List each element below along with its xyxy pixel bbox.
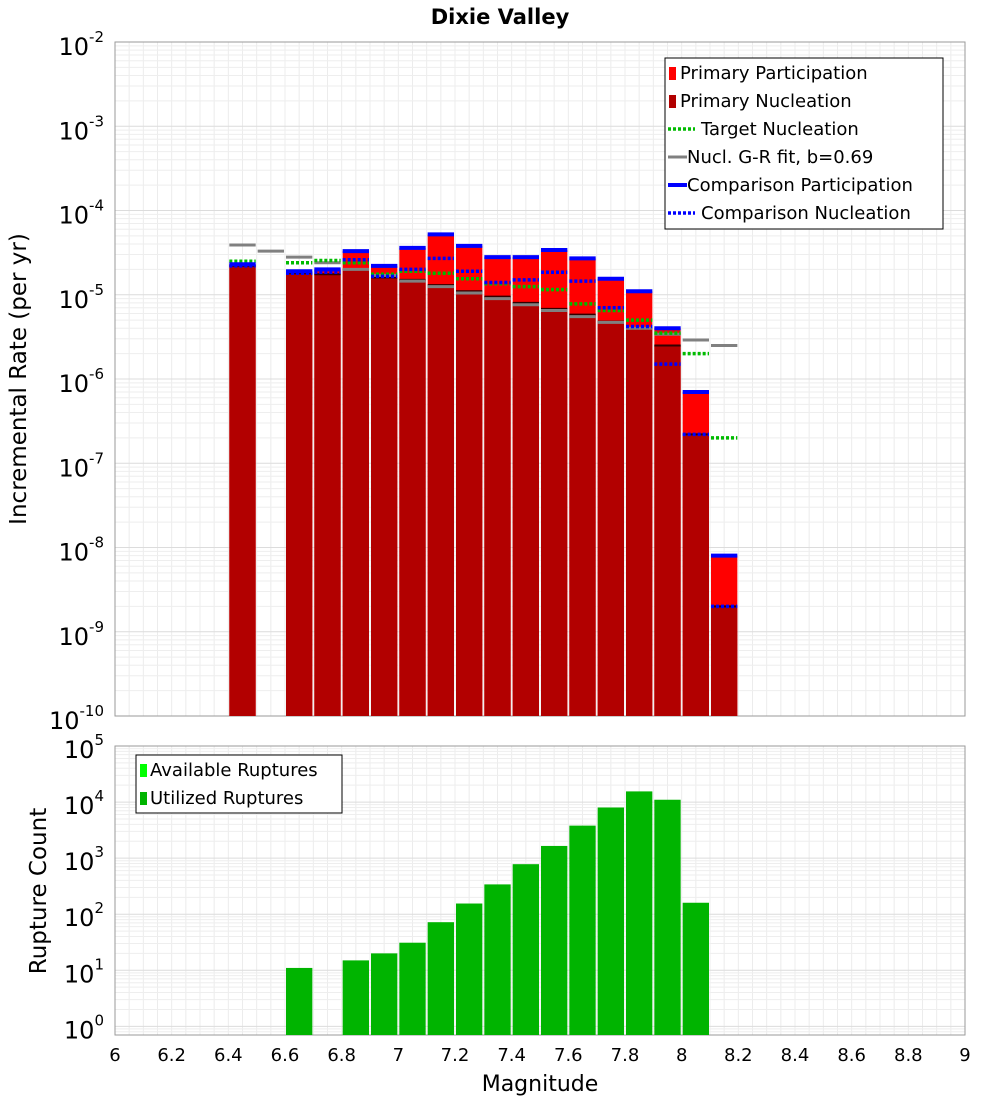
nucleation-bar: [512, 302, 539, 716]
legend-label: Target Nucleation: [700, 119, 859, 140]
rupture-bar: [456, 903, 483, 1035]
nucleation-bar: [484, 296, 511, 716]
x-tick-label: 7.4: [497, 1045, 526, 1066]
x-tick-label: 6.2: [157, 1045, 186, 1066]
rupture-bar: [427, 922, 454, 1035]
x-tick-label: 6.4: [214, 1045, 243, 1066]
rate-bars: [229, 234, 738, 717]
legend-label: Comparison Nucleation: [701, 203, 911, 224]
legend-swatch: [669, 67, 676, 80]
comparison-nucleation-series: [229, 256, 738, 609]
plot-frame: [114, 745, 966, 1036]
y-tick-label: 103: [64, 843, 104, 876]
target-nucleation-series: [229, 258, 738, 440]
y-tick-label: 10-2: [58, 28, 104, 61]
legend-label: Utilized Ruptures: [150, 788, 303, 809]
legend-label: Nucl. G-R fit, b=0.69: [687, 147, 873, 168]
x-tick-label: 7: [393, 1045, 404, 1066]
rupture-bar: [597, 807, 624, 1035]
x-tick-label: 8.6: [837, 1045, 866, 1066]
rupture-bar: [484, 884, 511, 1035]
y-tick-label: 101: [64, 955, 104, 988]
rupture-bar: [569, 825, 596, 1035]
x-tick-label: 8.8: [894, 1045, 923, 1066]
rupture-bar: [399, 942, 426, 1035]
nucleation-bar: [597, 321, 624, 716]
x-tick-label: 7.8: [611, 1045, 640, 1066]
y-axis-label: Incremental Rate (per yr): [6, 233, 32, 525]
y-tick-label: 10-10: [49, 702, 104, 735]
legend-label: Primary Nucleation: [680, 91, 852, 112]
x-tick-label: 7.6: [554, 1045, 583, 1066]
nucleation-bar: [399, 279, 426, 716]
rupture-bar: [682, 902, 709, 1035]
rupture-legend: Available Ruptures Utilized Ruptures: [135, 754, 343, 814]
y-tick-label: 100: [64, 1011, 104, 1044]
legend-label: Primary Participation: [680, 63, 868, 84]
y-tick-label: 10-6: [58, 365, 104, 398]
nucleation-bar: [456, 291, 483, 716]
rupture-bar: [371, 953, 398, 1035]
y-tick-label: 10-3: [58, 112, 104, 145]
y-tick-label: 102: [64, 899, 104, 932]
nucleation-bar: [342, 269, 369, 716]
nucleation-bar: [427, 285, 454, 716]
x-tick-label: 8.2: [724, 1045, 753, 1066]
plot-frame: [114, 41, 966, 717]
legend-label: Available Ruptures: [150, 760, 318, 781]
y-tick-label: 105: [64, 731, 104, 764]
rupture-bar: [512, 864, 539, 1035]
x-tick-label: 8: [676, 1045, 687, 1066]
nucleation-bar: [371, 277, 398, 716]
y-tick-label: 10-5: [58, 281, 104, 314]
nucleation-bar: [711, 606, 738, 716]
x-axis-label: Magnitude: [482, 1072, 599, 1097]
x-tick-label: 6.6: [271, 1045, 300, 1066]
x-tick-label: 8.4: [781, 1045, 810, 1066]
rupture-bar: [286, 967, 313, 1035]
legend-box: [664, 57, 944, 230]
rupture-bar: [541, 845, 568, 1035]
rupture-bars: [286, 791, 709, 1035]
rate-legend: Primary Participation Primary Nucleation T…: [664, 57, 944, 230]
x-tick-label: 6.8: [327, 1045, 356, 1066]
x-tick-label: 7.2: [441, 1045, 470, 1066]
nucleation-bar: [682, 434, 709, 716]
nucleation-bar: [314, 274, 341, 716]
y-tick-label: 10-4: [58, 197, 104, 230]
y-tick-label: 10-9: [58, 618, 104, 651]
top-plot-grid: [114, 41, 966, 717]
nucleation-bar: [654, 345, 681, 716]
y-tick-label: 10-7: [58, 449, 104, 482]
nucleation-bar: [286, 273, 313, 716]
y-axis-label: Rupture Count: [26, 808, 52, 974]
nucleation-bar: [569, 314, 596, 716]
nucleation-bar: [541, 308, 568, 716]
nucleation-bar: [626, 328, 653, 716]
nucleation-bar: [229, 265, 256, 716]
rupture-bar: [626, 791, 653, 1035]
legend-swatch: [140, 792, 147, 805]
comparison-participation-series: [229, 232, 738, 558]
legend-swatch: [669, 95, 676, 108]
legend-label: Comparison Participation: [687, 175, 913, 196]
x-tick-label: 9: [959, 1045, 970, 1066]
legend-swatch: [140, 764, 147, 777]
legend-box: [135, 754, 343, 814]
y-tick-label: 10-8: [58, 534, 104, 567]
rupture-bar: [342, 960, 369, 1035]
x-tick-label: 6: [109, 1045, 120, 1066]
rupture-bar: [654, 799, 681, 1035]
y-tick-label: 104: [64, 787, 104, 820]
chart-title: Dixie Valley: [431, 5, 570, 29]
